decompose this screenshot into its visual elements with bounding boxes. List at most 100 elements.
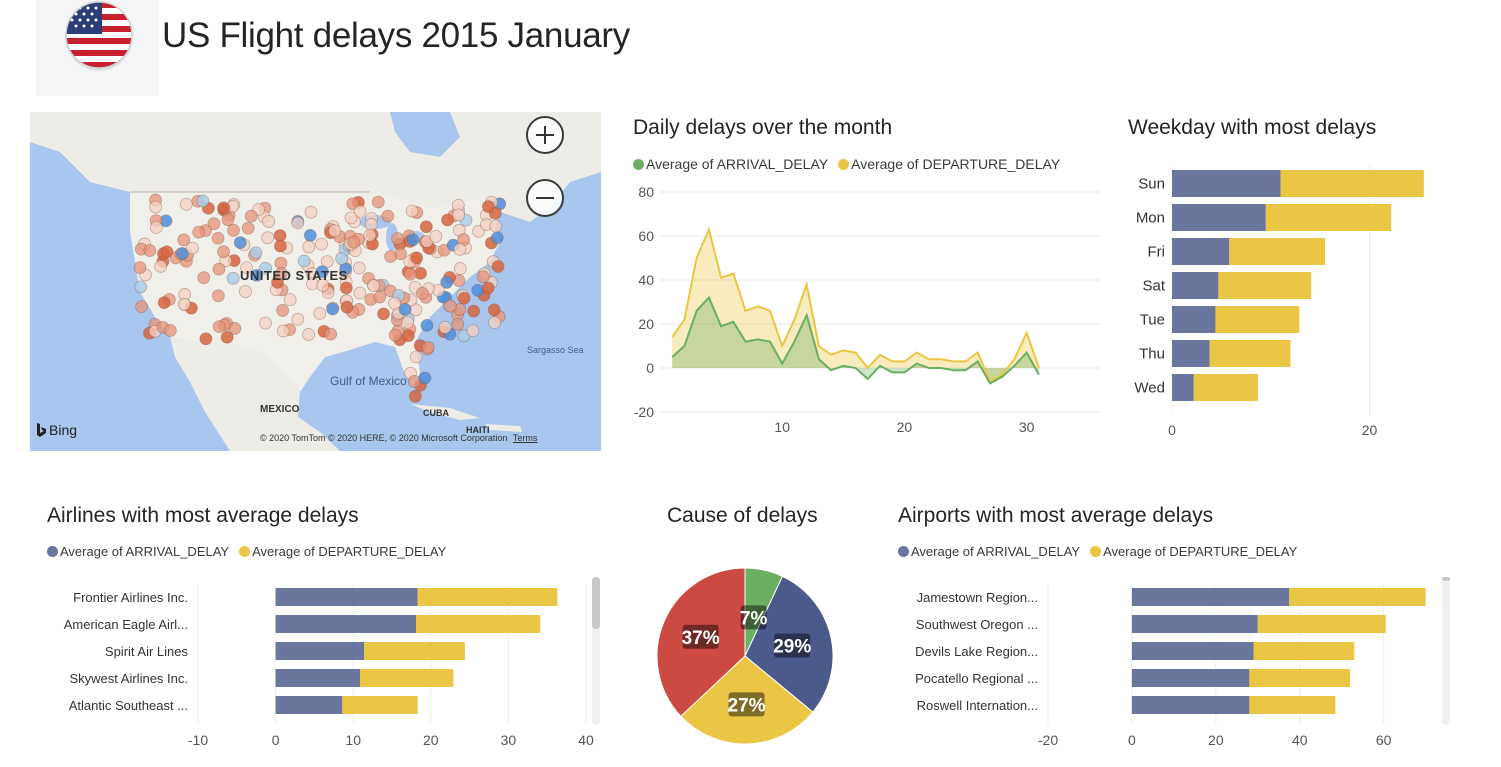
bar-departure: [417, 588, 558, 606]
airports-scroll-thumb[interactable]: [1442, 577, 1450, 581]
daily-legend[interactable]: Average of ARRIVAL_DELAY Average of DEPA…: [633, 156, 1066, 172]
airports-chart-title: Airports with most average delays: [898, 504, 1214, 527]
legend-item-arrival[interactable]: Average of ARRIVAL_DELAY: [898, 544, 1080, 559]
y-tick-label: 40: [638, 272, 654, 288]
airport-marker: [291, 312, 305, 326]
legend-label: Average of ARRIVAL_DELAY: [646, 156, 829, 172]
airlines-legend[interactable]: Average of ARRIVAL_DELAY Average of DEPA…: [47, 544, 452, 559]
airport-marker: [302, 240, 316, 254]
map-label-cuba: CUBA: [423, 408, 449, 418]
airport-marker: [457, 291, 471, 305]
airport-marker: [324, 327, 338, 341]
bar-arrival: [1131, 696, 1250, 714]
map-label-sargasso: Sargasso Sea: [527, 345, 584, 355]
pie-slice-27: [680, 655, 814, 745]
category-label: American Eagle Airl...: [64, 617, 188, 632]
airport-marker: [207, 217, 221, 231]
airport-marker: [344, 211, 358, 225]
airport-marker: [315, 237, 328, 251]
x-tick-label: 20: [1362, 422, 1378, 438]
bar-departure: [1218, 272, 1312, 299]
airport-marker: [134, 280, 148, 294]
bar-departure: [1229, 238, 1326, 265]
pie-label: 27%: [728, 695, 766, 716]
zoom-out-button[interactable]: [526, 179, 564, 217]
weekday-chart-title: Weekday with most delays: [1128, 116, 1377, 139]
legend-item-departure[interactable]: Average of DEPARTURE_DELAY: [838, 156, 1060, 172]
x-tick-label: 20: [897, 419, 913, 435]
legend-item-departure[interactable]: Average of DEPARTURE_DELAY: [239, 544, 446, 559]
weekday-delays-chart[interactable]: 0 20 Sun Mon Fri Sat Tue Thu Wed: [1120, 160, 1490, 445]
airport-marker: [444, 299, 457, 313]
airport-marker: [471, 283, 485, 297]
airlines-scroll-thumb[interactable]: [592, 577, 600, 629]
bar-arrival: [1172, 204, 1266, 231]
airport-marker: [466, 324, 480, 338]
airport-marker: [291, 216, 305, 230]
airport-marker: [241, 221, 255, 235]
airport-marker: [488, 316, 501, 330]
logo-tile: [36, 0, 158, 96]
map-visual[interactable]: UNITED STATES Gulf of Mexico MEXICO CUBA…: [30, 112, 601, 451]
y-tick-label: 0: [646, 360, 654, 376]
legend-item-arrival[interactable]: Average of ARRIVAL_DELAY: [633, 156, 828, 172]
airport-marker: [491, 260, 505, 273]
bar-arrival: [275, 588, 418, 606]
airport-marker: [391, 232, 405, 245]
airport-marker: [217, 201, 231, 215]
pie-label: 29%: [773, 636, 811, 657]
airport-marker: [367, 279, 381, 293]
airport-marker: [340, 300, 354, 314]
category-label: Skywest Airlines Inc.: [70, 671, 189, 686]
airports-delays-chart[interactable]: -20 0 20 40 60 Jamestown Region... Southwest O…: [895, 575, 1455, 755]
airport-marker: [212, 262, 226, 276]
legend-dot-departure: [239, 546, 251, 557]
airport-marker: [316, 278, 330, 292]
daily-delays-chart[interactable]: -20 0 20 40 60 80 10 20 30: [630, 180, 1110, 440]
airlines-chart-title: Airlines with most average delays: [47, 504, 359, 527]
legend-item-departure[interactable]: Average of DEPARTURE_DELAY: [1090, 544, 1297, 559]
cause-pie-chart[interactable]: 7%29% 27% 37%: [650, 562, 840, 752]
airport-marker: [197, 271, 211, 285]
y-tick-label: 80: [638, 184, 654, 200]
airport-marker: [133, 261, 147, 275]
airport-marker: [418, 371, 432, 385]
airport-marker: [261, 231, 275, 245]
airport-marker: [297, 254, 311, 268]
airport-marker: [373, 290, 387, 304]
category-label: Thu: [1139, 346, 1165, 363]
airport-marker: [419, 220, 433, 234]
airport-marker: [339, 281, 353, 295]
airport-marker: [221, 213, 235, 227]
airport-marker: [472, 224, 485, 238]
map-canvas[interactable]: [30, 112, 601, 451]
legend-item-arrival[interactable]: Average of ARRIVAL_DELAY: [47, 544, 229, 559]
category-label: Atlantic Southeast ...: [69, 698, 188, 713]
airlines-scrollbar[interactable]: [592, 577, 600, 725]
bar-arrival: [1172, 340, 1210, 367]
bar-arrival: [1172, 272, 1219, 299]
bar-departure: [1215, 306, 1300, 333]
airport-marker: [346, 197, 360, 211]
x-tick-label: 0: [1168, 422, 1176, 438]
category-label: Wed: [1134, 380, 1165, 397]
airports-scrollbar[interactable]: [1442, 577, 1450, 725]
airport-marker: [211, 231, 225, 245]
airport-marker: [273, 239, 287, 253]
category-label: Frontier Airlines Inc.: [73, 590, 188, 605]
airport-marker: [233, 236, 247, 250]
airport-marker: [240, 261, 253, 275]
zoom-in-button[interactable]: [526, 116, 564, 154]
y-tick-label: 60: [638, 228, 654, 244]
airport-marker: [353, 205, 367, 218]
bar-departure: [416, 615, 541, 633]
airlines-delays-chart[interactable]: -10 0 10 20 30 40 Frontier Airlines Inc. Americ…: [30, 575, 610, 755]
bar-departure: [1193, 374, 1258, 401]
category-label: Sat: [1142, 278, 1165, 295]
terms-link[interactable]: Terms: [512, 433, 538, 443]
x-tick-label: 10: [774, 419, 790, 435]
airport-marker: [226, 271, 240, 285]
airports-legend[interactable]: Average of ARRIVAL_DELAY Average of DEPA…: [898, 544, 1303, 559]
airport-marker: [163, 324, 177, 337]
airport-marker: [276, 304, 290, 317]
